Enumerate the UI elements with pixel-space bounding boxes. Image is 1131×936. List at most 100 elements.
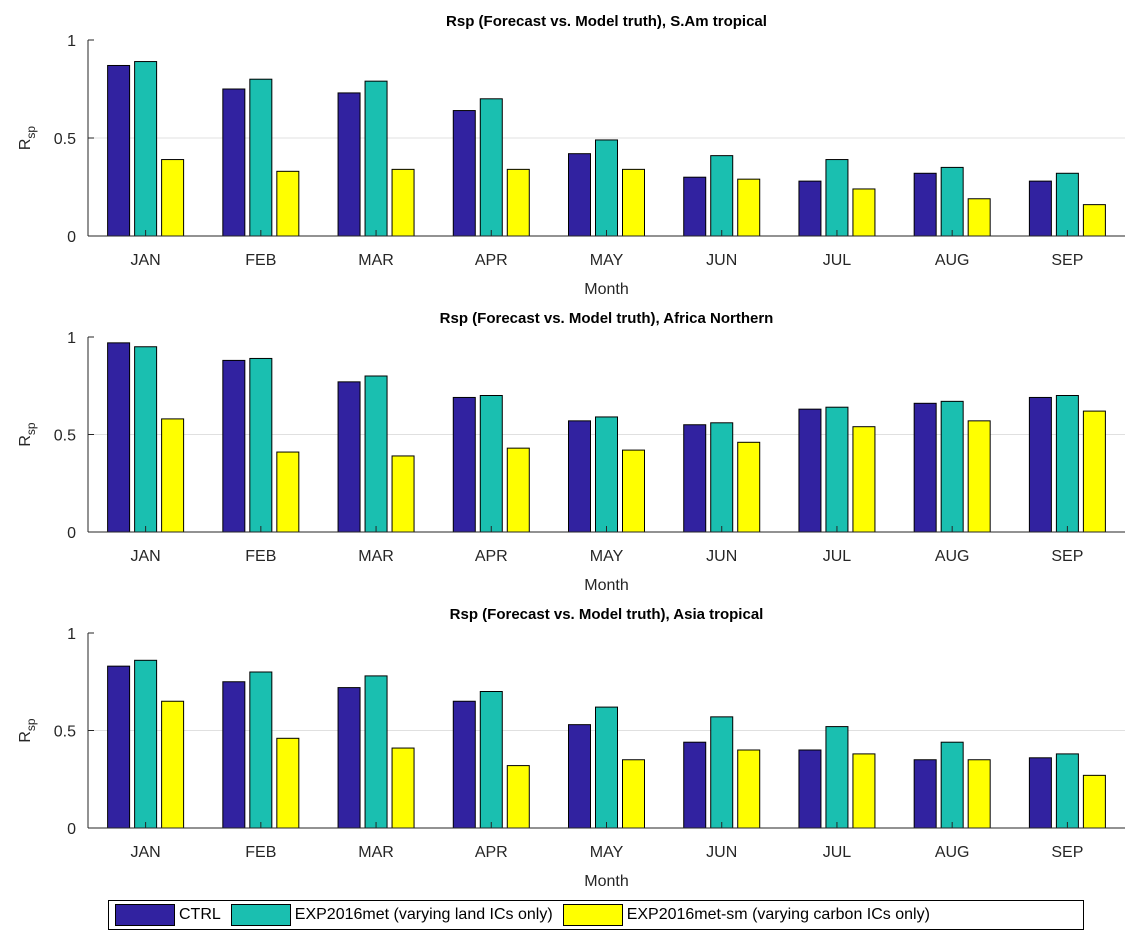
bar-aug-series-3 [967,759,991,829]
bar-sep-series-1 [1028,396,1052,533]
x-axis-label: Month [584,873,628,890]
bar-jul-series-2 [825,726,849,829]
bar-mar-series-3 [391,168,415,237]
bar-jul-series-2 [825,406,849,533]
bar-may-series-2 [595,139,618,237]
bar-jun-series-1 [683,176,707,237]
bar-feb-series-3 [276,737,300,829]
bar-may-series-3 [622,168,645,237]
bar-apr-series-2 [479,691,503,829]
bar-jan-series-2 [134,61,158,237]
bar-mar-series-2 [364,375,388,533]
y-tick-label: 1 [67,33,76,50]
chart-title: Rsp (Forecast vs. Model truth), S.Am tro… [446,13,767,30]
y-tick-label: 1 [67,330,76,347]
bar-aug-series-1 [913,172,937,237]
y-tick-label: 0 [67,821,76,838]
bar-apr-series-2 [479,98,503,237]
x-axis-label: Month [584,281,628,298]
x-tick-label: MAR [358,252,394,269]
bar-sep-series-3 [1082,204,1106,237]
bar-aug-series-3 [967,420,991,533]
bar-mar-series-2 [364,80,388,237]
bar-jun-series-2 [710,422,734,533]
bar-jun-series-2 [710,155,734,237]
bar-apr-series-2 [479,395,503,533]
bar-jul-series-1 [798,180,822,237]
x-tick-label: JUN [706,844,737,861]
bar-may-series-1 [568,153,591,237]
chart-panel-1: 0 0.5 1 JAN FEB MAR APR MAY JUN JUL AUG SEP Rsp (For… [17,13,1125,298]
bar-aug-series-3 [967,198,991,237]
bar-mar-series-1 [337,381,361,533]
x-tick-label: JAN [130,844,160,861]
x-tick-label: APR [475,548,508,565]
y-tick-label: 1 [67,626,76,643]
x-tick-label: MAY [590,844,624,861]
legend-swatch-ctrl [115,904,175,926]
bar-may-series-3 [622,449,645,533]
bar-jul-series-3 [852,426,876,533]
x-tick-label: SEP [1051,844,1083,861]
bar-apr-series-3 [506,168,530,237]
bar-jun-series-2 [710,716,734,829]
x-tick-label: APR [475,844,508,861]
y-axis-label: Rsp [17,422,38,447]
legend-label-exp2016met-sm: EXP2016met-sm (varying carbon ICs only) [626,906,930,923]
y-axis-label: Rsp [17,718,38,743]
bar-jul-series-1 [798,749,822,829]
bar-feb-series-2 [249,357,273,533]
bar-may-series-3 [622,759,645,829]
bar-jun-series-1 [683,741,707,829]
y-tick-label: 0 [67,525,76,542]
bar-mar-series-2 [364,675,388,829]
bar-may-series-1 [568,420,591,533]
bar-jun-series-1 [683,424,707,533]
bar-jun-series-3 [737,441,761,533]
chart-title: Rsp (Forecast vs. Model truth), Africa N… [440,310,774,327]
bar-jan-series-3 [161,700,185,829]
x-tick-label: MAY [590,548,624,565]
bar-mar-series-3 [391,455,415,533]
bar-jan-series-1 [107,665,131,829]
bar-sep-series-3 [1082,410,1106,533]
bar-apr-series-1 [452,396,476,533]
x-tick-label: JUL [823,844,852,861]
legend-label-exp2016met: EXP2016met (varying land ICs only) [294,906,553,923]
bar-feb-series-1 [222,88,246,237]
bar-may-series-1 [568,724,591,829]
bar-feb-series-2 [249,671,273,829]
x-tick-label: AUG [935,548,970,565]
chart-panel-3: 0 0.5 1 JAN FEB MAR APR MAY JUN JUL AUG SEP Rsp (For… [17,606,1125,890]
bar-apr-series-1 [452,110,476,237]
x-tick-label: FEB [245,252,276,269]
bar-jan-series-1 [107,64,131,237]
y-tick-label: 0.5 [54,724,76,741]
bar-jan-series-3 [161,418,185,533]
x-tick-label: JUN [706,252,737,269]
bar-jul-series-3 [852,753,876,829]
legend: CTRL EXP2016met (varying land ICs only) … [108,900,1084,930]
bar-sep-series-2 [1055,395,1079,533]
bar-sep-series-2 [1055,753,1079,829]
bar-jul-series-1 [798,408,822,533]
bar-aug-series-2 [940,741,964,829]
bar-sep-series-3 [1082,774,1106,829]
bar-feb-series-1 [222,681,246,829]
x-tick-label: MAR [358,548,394,565]
legend-item-exp2016met: EXP2016met (varying land ICs only) [230,904,553,926]
bar-sep-series-1 [1028,757,1052,829]
legend-swatch-exp2016met [230,904,291,926]
legend-label-ctrl: CTRL [179,906,221,923]
y-tick-label: 0 [67,229,76,246]
x-axis-label: Month [584,577,628,594]
bar-apr-series-3 [506,765,530,829]
y-tick-label: 0.5 [54,428,76,445]
bar-jan-series-2 [134,346,158,533]
bar-sep-series-2 [1055,172,1079,237]
x-tick-label: JUN [706,548,737,565]
x-tick-label: SEP [1051,252,1083,269]
y-axis-label: Rsp [17,126,38,151]
bar-jan-series-3 [161,159,185,237]
